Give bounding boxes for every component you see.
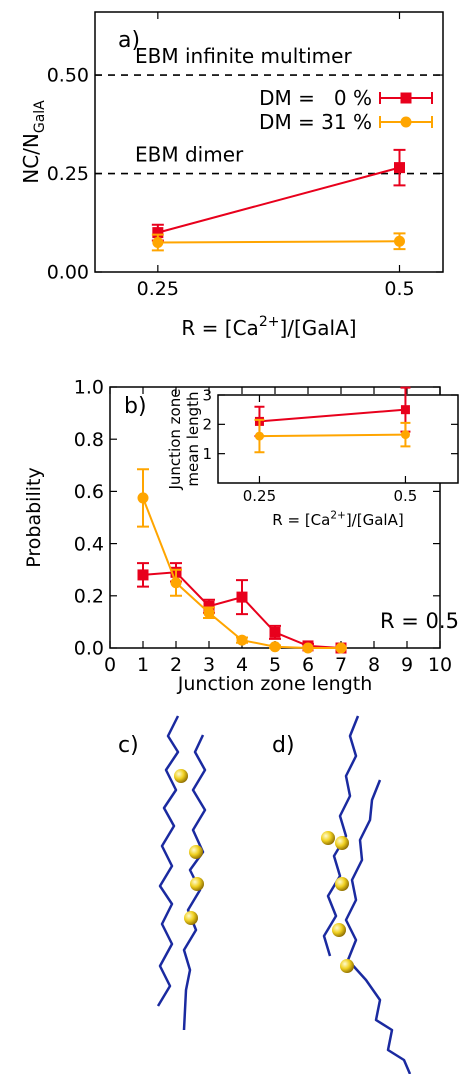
y-axis-label: Junction zone — [166, 389, 184, 491]
legend-marker — [400, 116, 412, 128]
marker — [269, 641, 281, 653]
molecule-c-ions — [174, 769, 204, 925]
y-tick-label: 2 — [202, 416, 212, 434]
series-line — [259, 408, 406, 423]
y-tick-label: 1.0 — [74, 377, 104, 399]
marker — [236, 634, 248, 646]
x-axis-label-part: 2+ — [330, 509, 345, 521]
marker — [203, 600, 215, 612]
x-tick-label: 1 — [137, 654, 149, 676]
marker — [236, 591, 248, 603]
x-tick-label: 0.5 — [384, 278, 414, 300]
panel-label: b) — [124, 394, 147, 419]
marker — [137, 492, 149, 504]
ion — [335, 836, 349, 850]
ion — [335, 877, 349, 891]
panel-label: d) — [272, 733, 295, 758]
plot-frame — [217, 394, 459, 484]
legend-marker — [400, 92, 412, 104]
x-tick-label: 5 — [269, 654, 281, 676]
x-tick-label: 9 — [401, 654, 413, 676]
x-tick-label: 3 — [203, 654, 215, 676]
y-tick-label: 3 — [202, 386, 212, 404]
chain — [322, 715, 360, 957]
molecule-d-ions — [321, 831, 354, 973]
x-axis-label: R = [Ca2+]/[GalA] — [181, 314, 356, 340]
y-tick-label: 0.00 — [47, 262, 89, 284]
chain — [344, 779, 412, 1074]
x-tick-label: 10 — [428, 654, 452, 676]
annotation: R = 0.5 — [380, 609, 459, 633]
y-tick-label: 0.4 — [74, 533, 104, 555]
x-axis-label-part: R = [Ca — [272, 511, 330, 529]
x-tick-label: 8 — [368, 654, 380, 676]
marker — [254, 431, 264, 441]
chain — [156, 715, 180, 1007]
marker — [203, 607, 215, 619]
ion — [190, 877, 204, 891]
marker — [394, 235, 405, 247]
y-tick-label: 0.8 — [74, 429, 104, 451]
x-tick-label: 2 — [170, 654, 182, 676]
x-axis-label: Junction zone length — [177, 673, 373, 695]
series-line — [157, 166, 400, 234]
ion — [340, 959, 354, 973]
y-tick-label: 0.50 — [47, 65, 89, 87]
series-line — [259, 433, 406, 438]
marker — [152, 227, 164, 239]
y-axis-label: Probability — [23, 467, 45, 567]
marker — [302, 642, 314, 654]
marker — [335, 642, 347, 654]
x-tick-label: 0.25 — [243, 487, 276, 505]
reference-label: EBM dimer — [135, 143, 244, 167]
legend-label: DM = 31 % — [259, 110, 372, 134]
x-axis-label-part: 2+ — [259, 314, 280, 330]
y-axis-label: NC/NGalA — [19, 100, 48, 184]
ion — [189, 845, 203, 859]
marker — [269, 626, 281, 638]
ion — [332, 923, 346, 937]
series-line — [157, 240, 400, 244]
y-axis-label-part: GalA — [32, 100, 48, 133]
x-axis-label-part: R = [Ca — [181, 316, 258, 340]
x-tick-label: 7 — [335, 654, 347, 676]
marker — [394, 162, 405, 174]
x-axis-label-part: ]/[GalA] — [346, 511, 404, 529]
y-axis-label-part: NC/N — [19, 133, 43, 184]
ion — [184, 911, 198, 925]
legend-label: DM = 0 % — [259, 86, 372, 110]
y-axis-label: mean length — [184, 391, 202, 486]
marker — [400, 430, 410, 440]
marker — [170, 577, 182, 589]
ion — [321, 831, 335, 845]
marker — [152, 236, 164, 248]
marker — [400, 405, 410, 415]
panel-label: c) — [118, 733, 139, 758]
y-tick-label: 0.6 — [74, 481, 104, 503]
y-tick-label: 1 — [202, 445, 212, 463]
chain — [182, 734, 207, 1031]
x-tick-label: 4 — [236, 654, 248, 676]
reference-label: EBM infinite multimer — [135, 44, 352, 68]
y-tick-label: 0.0 — [74, 638, 104, 660]
marker — [137, 569, 149, 581]
x-axis-label: R = [Ca2+]/[GalA] — [272, 509, 403, 529]
panel-label: a) — [118, 28, 140, 53]
molecule-d — [322, 715, 412, 1074]
y-tick-label: 0.25 — [47, 163, 89, 185]
x-tick-label: 0.25 — [137, 278, 179, 300]
x-tick-label: 0 — [104, 654, 116, 676]
molecule-c — [156, 715, 207, 1031]
x-tick-label: 6 — [302, 654, 314, 676]
x-axis-label-part: ]/[GalA] — [279, 316, 356, 340]
ion — [174, 769, 188, 783]
y-tick-label: 0.2 — [74, 585, 104, 607]
x-tick-label: 0.5 — [394, 487, 418, 505]
